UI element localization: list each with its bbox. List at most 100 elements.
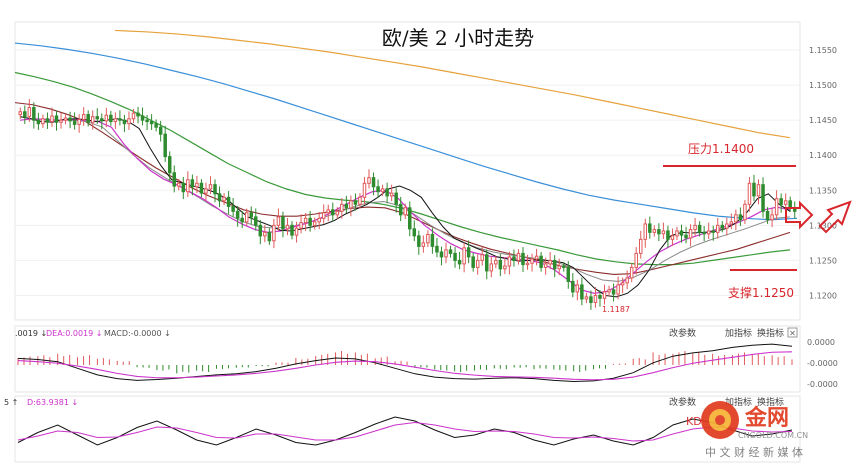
candle-body	[534, 255, 539, 260]
candle-body	[430, 233, 435, 247]
candle-body	[584, 296, 589, 300]
candle-body	[462, 247, 466, 265]
candle-body	[516, 252, 521, 261]
candle-body	[457, 259, 462, 265]
candle-body	[72, 120, 77, 125]
main-panel	[14, 21, 801, 321]
macd-close-button[interactable]	[787, 327, 798, 338]
candle-body	[113, 118, 118, 123]
candle-body	[485, 254, 489, 272]
candle-body	[122, 119, 127, 125]
candle-body	[774, 198, 779, 216]
candle-body	[340, 203, 344, 212]
candle-body	[231, 205, 235, 212]
candle-body	[629, 266, 634, 279]
candle-body	[398, 203, 403, 216]
candle-body	[779, 198, 783, 205]
candle-body	[380, 188, 385, 193]
candle-body	[362, 182, 367, 198]
chart-title: 欧/美 2 小时走势	[382, 26, 534, 50]
kdj-add-indicator-button[interactable]: 加指标	[725, 396, 752, 408]
candle-body	[394, 192, 398, 205]
watermark: KD 金网 CNGOLD.COM.CN 中 文 财 经 新 媒 体	[686, 401, 808, 459]
candle-body	[308, 217, 312, 226]
candle-body	[244, 212, 249, 223]
candle-body	[711, 230, 715, 233]
candle-body	[765, 210, 770, 221]
macd-header: .0019 ↓ DEA:0.0019 ↓ MACD:-0.0000 ↓ 改参数 …	[15, 327, 798, 339]
candle-body	[109, 114, 113, 123]
candle-body	[475, 259, 480, 268]
macd-add-indicator-button[interactable]: 加指标	[725, 327, 752, 339]
macd-series	[17, 343, 793, 383]
candle-body	[127, 118, 131, 125]
candle-body	[321, 212, 326, 219]
brand-name: 金网	[744, 405, 789, 431]
candle-body	[498, 259, 503, 270]
candle-body	[90, 116, 95, 123]
kdj-panel	[14, 395, 801, 463]
kdj-k-line	[17, 416, 793, 446]
candle-body	[303, 217, 308, 224]
macd-value: MACD:-0.0000 ↓	[104, 329, 171, 338]
low-label: 1.1187	[602, 305, 630, 314]
ma-orange-line	[114, 29, 791, 139]
candle-body	[543, 263, 548, 268]
macd-dea-line	[17, 351, 793, 381]
candle-body	[734, 214, 738, 223]
candle-body	[697, 224, 702, 233]
candle-body	[54, 115, 59, 123]
candle-body	[371, 177, 376, 188]
ma-black-line	[19, 116, 791, 298]
candle-body	[240, 217, 244, 223]
candle-body	[688, 229, 693, 239]
candle-body	[100, 118, 104, 122]
candle-body	[679, 230, 684, 236]
candle-body	[154, 123, 158, 128]
candle-body	[367, 177, 371, 184]
up-right-arrow-icon	[818, 200, 852, 234]
candle-body	[158, 126, 163, 135]
candle-body	[421, 242, 426, 247]
y-tick-label: 1.1250	[809, 256, 837, 265]
candle-body	[783, 200, 788, 205]
candle-body	[643, 223, 648, 240]
macd-dea-value: DEA:0.0019 ↓	[46, 329, 102, 338]
candle-body	[761, 184, 765, 212]
macd-tick-label: -0.0000	[807, 359, 838, 368]
candle-body	[666, 230, 670, 240]
candle-body	[63, 117, 68, 121]
candle-body	[752, 182, 756, 197]
candle-body	[743, 203, 747, 221]
candle-body	[652, 229, 657, 233]
candle-body	[403, 207, 407, 216]
right-arrow-icon	[785, 200, 814, 230]
candle-body	[566, 266, 571, 282]
candle-body	[281, 216, 285, 230]
candle-body	[471, 256, 475, 268]
candle-body	[575, 284, 580, 293]
candle-body	[95, 116, 100, 120]
candle-body	[254, 216, 258, 226]
candle-body	[299, 222, 303, 229]
y-tick-label: 1.1550	[809, 46, 837, 55]
candle-body	[530, 258, 534, 264]
candle-body	[494, 259, 498, 265]
candle-body	[272, 224, 276, 242]
y-tick-label: 1.1400	[809, 151, 837, 160]
candle-body	[136, 112, 140, 117]
kdj-edit-params-button[interactable]: 改参数	[669, 396, 696, 408]
candle-body	[59, 119, 63, 123]
brand-footer: 中 文 财 经 新 媒 体	[705, 445, 803, 459]
candle-body	[657, 229, 661, 235]
kdj-switch-indicator-button[interactable]: 换指标	[757, 396, 784, 408]
resistance-label: 压力1.1400	[688, 142, 754, 156]
macd-switch-indicator-button[interactable]: 换指标	[757, 327, 784, 339]
macd-edit-params-button[interactable]: 改参数	[669, 327, 696, 339]
y-tick-label: 1.1450	[809, 116, 837, 125]
candle-body	[720, 224, 725, 229]
candle-body	[118, 118, 122, 121]
candle-body	[607, 289, 611, 293]
candle-body	[729, 221, 734, 225]
candle-body	[385, 188, 389, 197]
